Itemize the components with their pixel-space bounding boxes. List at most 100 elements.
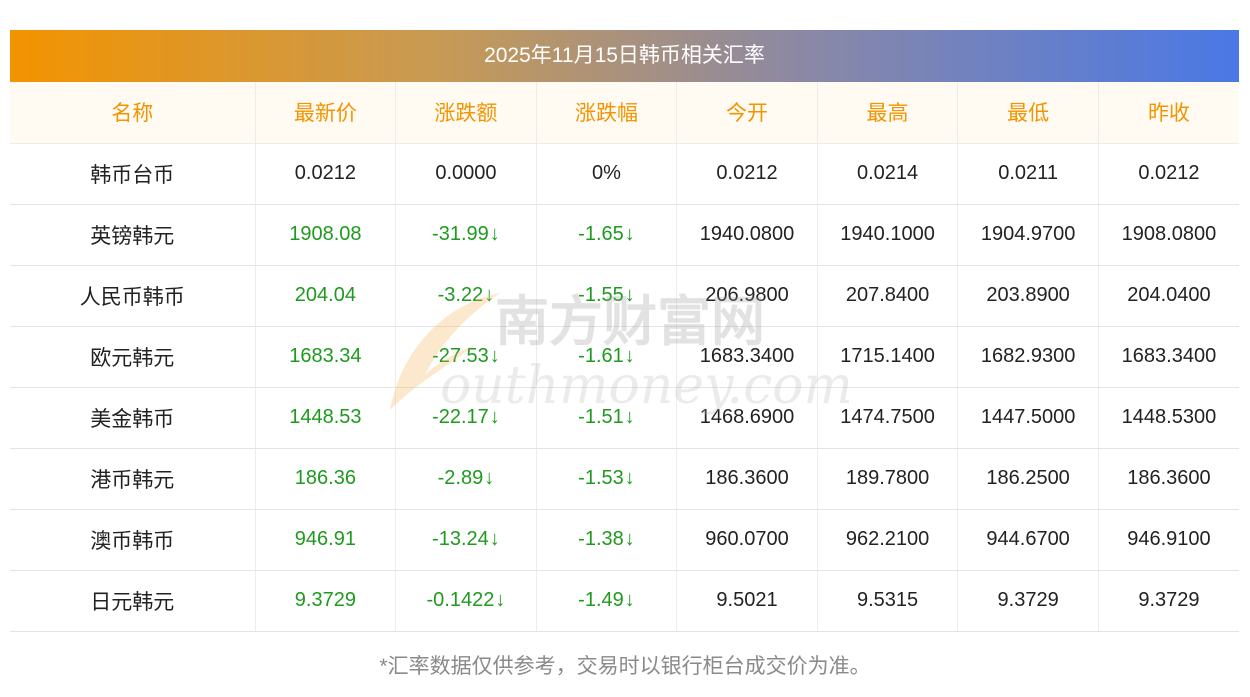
cell-name-value: 港币韩元 — [90, 468, 175, 492]
cell-prev-close-value: 9.3729 — [1138, 589, 1200, 611]
cell-low-value: 203.8900 — [986, 284, 1070, 306]
cell-high: 1474.7500 — [816, 387, 958, 449]
down-arrow-icon: ↓ — [495, 589, 506, 611]
cell-high: 9.5315 — [816, 570, 958, 632]
cell-change-value: 0.0000 — [435, 162, 497, 184]
cell-change-value: -22.17 — [432, 406, 489, 428]
cell-name-value: 美金韩币 — [90, 407, 175, 431]
cell-change-value: -27.53 — [432, 345, 489, 367]
cell-change: 0.0000 — [395, 143, 537, 205]
down-arrow-icon: ↓ — [489, 223, 500, 245]
cell-open-value: 1683.3400 — [699, 345, 795, 367]
cell-change: -13.24↓ — [395, 509, 537, 571]
cell-change-pct-value: -1.55 — [578, 284, 624, 306]
cell-latest: 1683.34 — [254, 326, 396, 388]
cell-low: 944.6700 — [957, 509, 1099, 571]
cell-change-pct-value: -1.51 — [578, 406, 624, 428]
down-arrow-icon: ↓ — [489, 528, 500, 550]
cell-change-pct: -1.61↓ — [535, 326, 677, 388]
table-row: 美金韩币 1448.53 -22.17↓ -1.51↓ 1468.6900 1474.75… — [10, 387, 1239, 449]
cell-prev-close-value: 1448.5300 — [1121, 406, 1217, 428]
cell-high-value: 962.2100 — [845, 528, 930, 550]
table-row: 日元韩元 9.3729 -0.1422↓ -1.49↓ 9.5021 9.5315 9.37… — [10, 570, 1239, 632]
cell-low: 1682.9300 — [957, 326, 1099, 388]
cell-high-value: 1940.1000 — [840, 223, 935, 245]
cell-high: 0.0214 — [816, 143, 958, 205]
table-header-row: 名称 最新价 涨跌额 涨跌幅 今开 最高 最低 昨收 — [10, 82, 1239, 144]
table-row: 人民币韩币 204.04 -3.22↓ -1.55↓ 206.9800 207.8400 2… — [10, 265, 1239, 327]
cell-name-value: 英镑韩元 — [90, 224, 175, 248]
cell-latest: 1448.53 — [254, 387, 396, 449]
cell-low: 9.3729 — [957, 570, 1099, 632]
cell-low: 203.8900 — [957, 265, 1099, 327]
cell-low-value: 1682.9300 — [980, 345, 1076, 367]
cell-change-pct-value: -1.61 — [578, 345, 624, 367]
cell-open-value: 1940.0800 — [699, 223, 795, 245]
cell-latest: 186.36 — [254, 448, 396, 510]
column-header-low: 最低 — [957, 82, 1099, 144]
cell-prev-close-value: 1908.0800 — [1121, 223, 1217, 245]
cell-open: 9.5021 — [676, 570, 818, 632]
cell-change-pct: -1.65↓ — [535, 204, 677, 266]
cell-low-value: 0.0211 — [998, 162, 1058, 184]
cell-change-pct-value: -1.65 — [578, 223, 624, 245]
down-arrow-icon: ↓ — [624, 223, 635, 245]
cell-open: 1940.0800 — [676, 204, 818, 266]
cell-high-value: 1474.7500 — [840, 406, 935, 428]
cell-name: 澳币韩币 — [10, 509, 256, 571]
cell-prev-close: 186.3600 — [1097, 448, 1239, 510]
cell-change-pct-value: -1.53 — [578, 467, 624, 489]
cell-latest-value: 186.36 — [294, 467, 356, 489]
cell-change-value: -31.99 — [432, 223, 489, 245]
cell-change-pct: -1.38↓ — [535, 509, 677, 571]
cell-prev-close-value: 204.0400 — [1127, 284, 1211, 306]
cell-high-value: 207.8400 — [845, 284, 930, 306]
cell-change-pct: -1.53↓ — [535, 448, 677, 510]
exchange-rate-table: 名称 最新价 涨跌额 涨跌幅 今开 最高 最低 昨收 韩币台币 0.0212 0.0… — [10, 82, 1239, 632]
column-header-change-pct: 涨跌幅 — [535, 82, 677, 144]
cell-high: 207.8400 — [816, 265, 958, 327]
table-row: 韩币台币 0.0212 0.0000 0% 0.0212 0.0214 0.0211 0.02… — [10, 143, 1239, 205]
cell-open-value: 206.9800 — [705, 284, 789, 306]
cell-change-value: -13.24 — [432, 528, 489, 550]
column-header-latest: 最新价 — [254, 82, 396, 144]
cell-latest: 946.91 — [254, 509, 396, 571]
cell-prev-close: 9.3729 — [1097, 570, 1239, 632]
cell-open: 0.0212 — [676, 143, 818, 205]
table-title: 2025年11月15日韩币相关汇率 — [10, 30, 1239, 82]
cell-open: 206.9800 — [676, 265, 818, 327]
rate-table-panel: 2025年11月15日韩币相关汇率 名称 最新价 涨跌额 涨跌幅 今开 最高 最… — [10, 30, 1239, 632]
cell-open-value: 960.0700 — [705, 528, 789, 550]
table-row: 澳币韩币 946.91 -13.24↓ -1.38↓ 960.0700 962.2100 9… — [10, 509, 1239, 571]
cell-high: 1940.1000 — [816, 204, 958, 266]
cell-open: 186.3600 — [676, 448, 818, 510]
cell-low-value: 9.3729 — [997, 589, 1059, 611]
down-arrow-icon: ↓ — [624, 345, 635, 367]
disclaimer-footnote: *汇率数据仅供参考，交易时以银行柜台成交价为准。 — [379, 655, 871, 678]
cell-low-value: 186.2500 — [986, 467, 1070, 489]
cell-change-pct: -1.51↓ — [535, 387, 677, 449]
table-row: 港币韩元 186.36 -2.89↓ -1.53↓ 186.3600 189.7800 18… — [10, 448, 1239, 510]
cell-prev-close: 204.0400 — [1097, 265, 1239, 327]
down-arrow-icon: ↓ — [489, 406, 500, 428]
column-header-high: 最高 — [816, 82, 958, 144]
cell-latest-value: 9.3729 — [294, 589, 356, 611]
table-row: 英镑韩元 1908.08 -31.99↓ -1.65↓ 1940.0800 1940.10… — [10, 204, 1239, 266]
cell-latest-value: 1683.34 — [289, 345, 362, 367]
cell-prev-close: 1908.0800 — [1097, 204, 1239, 266]
cell-low-value: 1904.9700 — [980, 223, 1076, 245]
cell-low-value: 944.6700 — [986, 528, 1070, 550]
cell-latest-value: 204.04 — [294, 284, 356, 306]
cell-name-value: 韩币台币 — [90, 163, 175, 187]
cell-name-value: 人民币韩币 — [79, 285, 185, 309]
cell-high-value: 189.7800 — [845, 467, 930, 489]
cell-latest-value: 1908.08 — [289, 223, 362, 245]
cell-high: 1715.1400 — [816, 326, 958, 388]
cell-prev-close: 946.9100 — [1097, 509, 1239, 571]
cell-open: 960.0700 — [676, 509, 818, 571]
cell-prev-close-value: 0.0212 — [1138, 162, 1200, 184]
column-header-name: 名称 — [10, 82, 256, 144]
column-header-prev-close: 昨收 — [1097, 82, 1239, 144]
down-arrow-icon: ↓ — [484, 467, 495, 489]
down-arrow-icon: ↓ — [624, 406, 635, 428]
